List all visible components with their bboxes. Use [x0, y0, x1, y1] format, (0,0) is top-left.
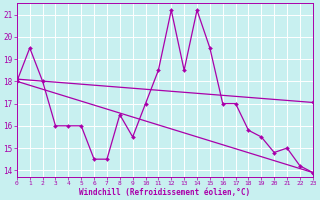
- X-axis label: Windchill (Refroidissement éolien,°C): Windchill (Refroidissement éolien,°C): [79, 188, 250, 197]
